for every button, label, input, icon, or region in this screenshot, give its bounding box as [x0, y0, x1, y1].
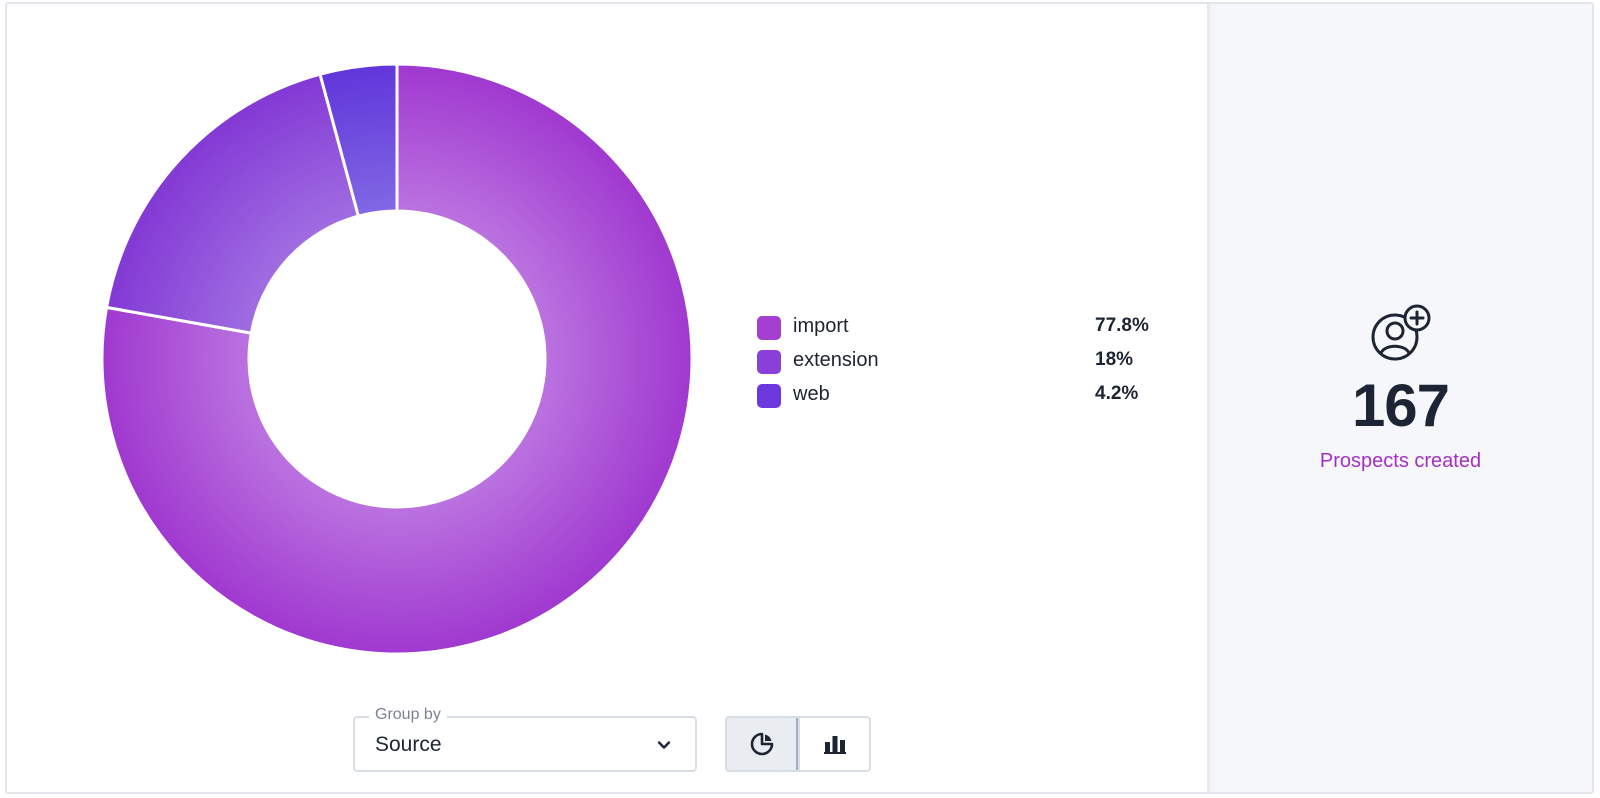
legend-value: 4.2% [1095, 383, 1139, 404]
donut-slice-extension[interactable] [104, 72, 361, 335]
group-by-value: Source [375, 733, 442, 756]
chevron-down-icon [657, 741, 671, 749]
legend-item-import[interactable]: import 77.8% [757, 312, 1157, 346]
add-user-icon [1371, 304, 1430, 361]
legend-swatch [757, 350, 781, 374]
pie-chart-icon [750, 732, 773, 756]
bar-chart-icon [823, 736, 846, 754]
prospects-label: Prospects created [1319, 450, 1482, 472]
report-card: import 77.8% extension 18% web 4.2% Grou… [5, 2, 1594, 794]
bar-chart-button[interactable] [798, 718, 869, 770]
donut-slice-web[interactable] [318, 62, 399, 218]
group-by-label: Group by [369, 706, 447, 724]
legend-label: import [793, 315, 849, 337]
chart-type-toggle [725, 716, 871, 772]
summary-panel: 167 Prospects created [1207, 4, 1592, 792]
pie-chart-button[interactable] [727, 718, 798, 770]
donut-chart [100, 62, 694, 656]
chart-legend: import 77.8% extension 18% web 4.2% [757, 312, 1157, 414]
summary-stat: 167 Prospects created [1209, 304, 1592, 473]
legend-item-web[interactable]: web 4.2% [757, 380, 1157, 414]
legend-swatch [757, 316, 781, 340]
legend-value: 18% [1095, 349, 1134, 370]
legend-label: extension [793, 349, 879, 371]
group-by-select[interactable]: Group by Source [353, 706, 697, 772]
legend-swatch [757, 384, 781, 408]
legend-label: web [793, 383, 830, 405]
chart-panel: import 77.8% extension 18% web 4.2% Grou… [7, 4, 1207, 792]
legend-value: 77.8% [1095, 315, 1149, 336]
prospects-count: 167 [1351, 372, 1450, 439]
legend-item-extension[interactable]: extension 18% [757, 346, 1157, 380]
donut-slice-import[interactable] [100, 62, 694, 656]
